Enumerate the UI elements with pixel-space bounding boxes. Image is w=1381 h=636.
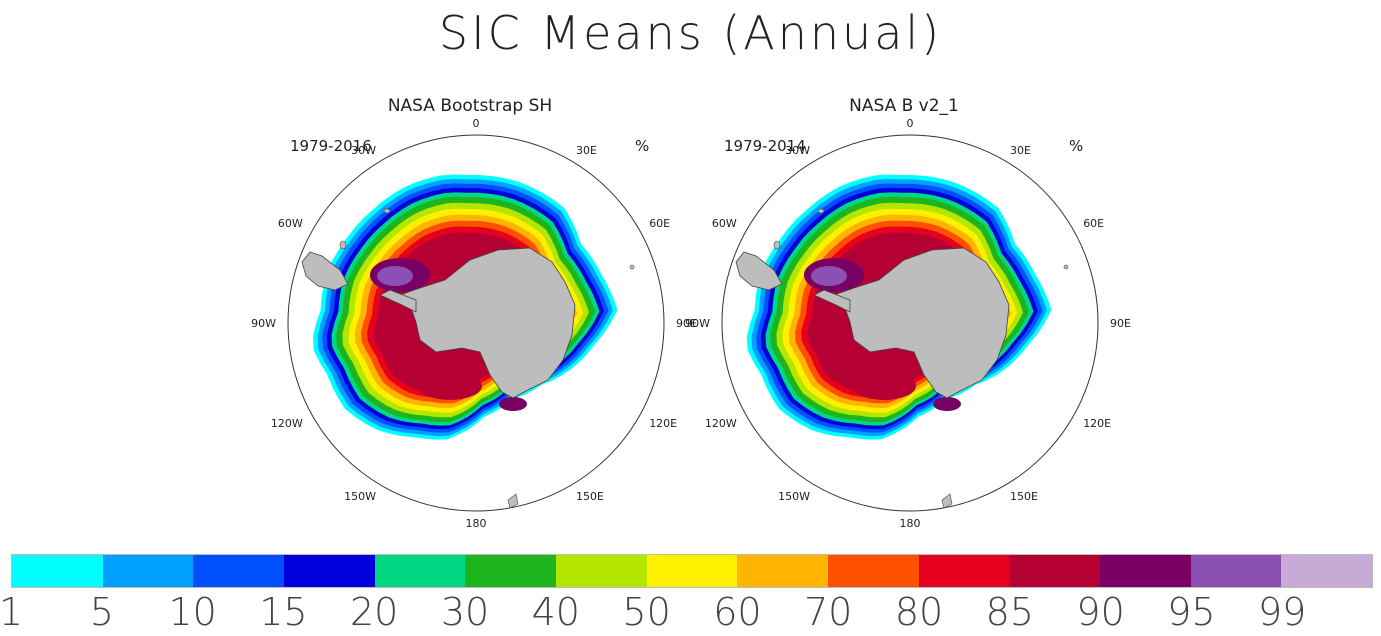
island xyxy=(339,240,347,250)
longitude-label: 150E xyxy=(576,490,604,503)
longitude-label: 90E xyxy=(1110,317,1131,330)
longitude-label: 150W xyxy=(778,490,810,503)
island xyxy=(817,208,825,214)
south-america-landmass xyxy=(735,251,783,291)
colorbar-labels: 1 5 10 15 20 30 40 50 60 70 80 85 90 95 99 xyxy=(0,590,1381,636)
antarctic-peninsula xyxy=(813,289,851,313)
colorbar-swatch xyxy=(1190,555,1282,587)
unit-label: % xyxy=(635,137,650,155)
colorbar-swatch xyxy=(12,555,103,587)
colorbar-tick-label: 10 xyxy=(168,590,217,634)
period-label: 1979-2016 xyxy=(290,137,372,155)
figure-title: SIC Means (Annual) xyxy=(438,6,943,60)
colorbar-swatch xyxy=(1281,555,1373,587)
colorbar-tick-label: 50 xyxy=(622,590,671,634)
colorbar-swatch xyxy=(374,555,466,587)
longitude-label: 90W xyxy=(685,317,710,330)
colorbar-tick-label: 99 xyxy=(1258,590,1307,634)
longitude-label: 60W xyxy=(278,217,303,230)
weddell-sea-core xyxy=(811,266,847,286)
longitude-label: 0 xyxy=(473,117,480,130)
colorbar-tick-label: 40 xyxy=(531,590,580,634)
antarctic-peninsula xyxy=(379,289,417,313)
longitude-label: 30W xyxy=(351,144,376,157)
colorbar-tick-label: 80 xyxy=(894,590,944,634)
longitude-label: 0 xyxy=(907,117,914,130)
longitude-label: 180 xyxy=(900,517,921,530)
longitude-label: 120E xyxy=(1083,417,1111,430)
colorbar-tick-label: 30 xyxy=(440,590,490,634)
polar-map-left: 0 30E 60E 90E 120E 150E 180 150W 120W 90W 60W 30W xyxy=(251,117,697,530)
colorbar-swatch xyxy=(646,555,738,587)
antarctica-landmass xyxy=(833,247,1010,399)
island xyxy=(1063,264,1069,270)
ross-sea-patch xyxy=(418,372,482,400)
colorbar-tick-label: 70 xyxy=(804,590,853,634)
colorbar-swatch xyxy=(102,555,194,587)
longitude-label: 60E xyxy=(1083,217,1104,230)
island xyxy=(773,240,781,250)
new-zealand-landmass xyxy=(507,493,519,509)
colorbar-tick-label: 15 xyxy=(259,590,308,634)
colorbar-tick-label: 90 xyxy=(1076,590,1125,634)
colorbar-tick-label: 95 xyxy=(1167,590,1216,634)
island xyxy=(383,208,391,214)
colorbar-swatch xyxy=(828,555,919,587)
longitude-label: 30E xyxy=(576,144,597,157)
colorbar-swatch xyxy=(556,555,647,587)
longitude-label: 150E xyxy=(1010,490,1038,503)
longitude-label: 120W xyxy=(271,417,303,430)
colorbar-swatch xyxy=(918,555,1010,587)
colorbar-swatch xyxy=(737,555,829,587)
panel-title: NASA B v2_1 xyxy=(849,96,959,116)
colorbar-tick-label: 5 xyxy=(89,590,114,634)
colorbar xyxy=(11,554,1373,588)
colorbar-swatch xyxy=(193,555,285,587)
map-panel-left: NASA Bootstrap SH 1979-2016 % 0 30E 60E 90E… xyxy=(230,90,710,530)
colorbar-tick-label: 20 xyxy=(350,590,399,634)
period-label: 1979-2014 xyxy=(724,137,806,155)
longitude-label: 30W xyxy=(785,144,810,157)
colorbar-swatch xyxy=(465,555,557,587)
longitude-label: 90W xyxy=(251,317,276,330)
colorbar-tick-label: 1 xyxy=(0,590,24,634)
colorbar-tick-label: 85 xyxy=(985,590,1034,634)
polar-map-right: 0 30E 60E 90E 120E 150E 180 150W 120W 90W 60W 30W xyxy=(685,117,1131,530)
south-america-landmass xyxy=(301,251,349,291)
new-zealand-landmass xyxy=(941,493,953,509)
island xyxy=(629,264,635,270)
longitude-label: 120W xyxy=(705,417,737,430)
ross-sea-core xyxy=(499,397,527,411)
colorbar-swatch xyxy=(284,555,375,587)
panel-title: NASA Bootstrap SH xyxy=(387,96,553,116)
unit-label: % xyxy=(1069,137,1084,155)
colorbar-tick-label: 60 xyxy=(713,590,762,634)
longitude-label: 60W xyxy=(712,217,737,230)
ross-sea-core xyxy=(933,397,961,411)
longitude-label: 60E xyxy=(649,217,670,230)
longitude-label: 30E xyxy=(1010,144,1031,157)
colorbar-swatch xyxy=(1009,555,1101,587)
weddell-sea-core xyxy=(377,266,413,286)
ross-sea-patch xyxy=(852,372,916,400)
longitude-label: 90E xyxy=(676,317,697,330)
longitude-label: 120E xyxy=(649,417,677,430)
map-panel-right: NASA B v2_1 1979-2014 % 0 30E 60E 90E 120E 15… xyxy=(664,90,1144,530)
antarctica-landmass xyxy=(399,247,576,399)
longitude-label: 150W xyxy=(344,490,376,503)
longitude-label: 180 xyxy=(466,517,487,530)
colorbar-swatch xyxy=(1100,555,1191,587)
